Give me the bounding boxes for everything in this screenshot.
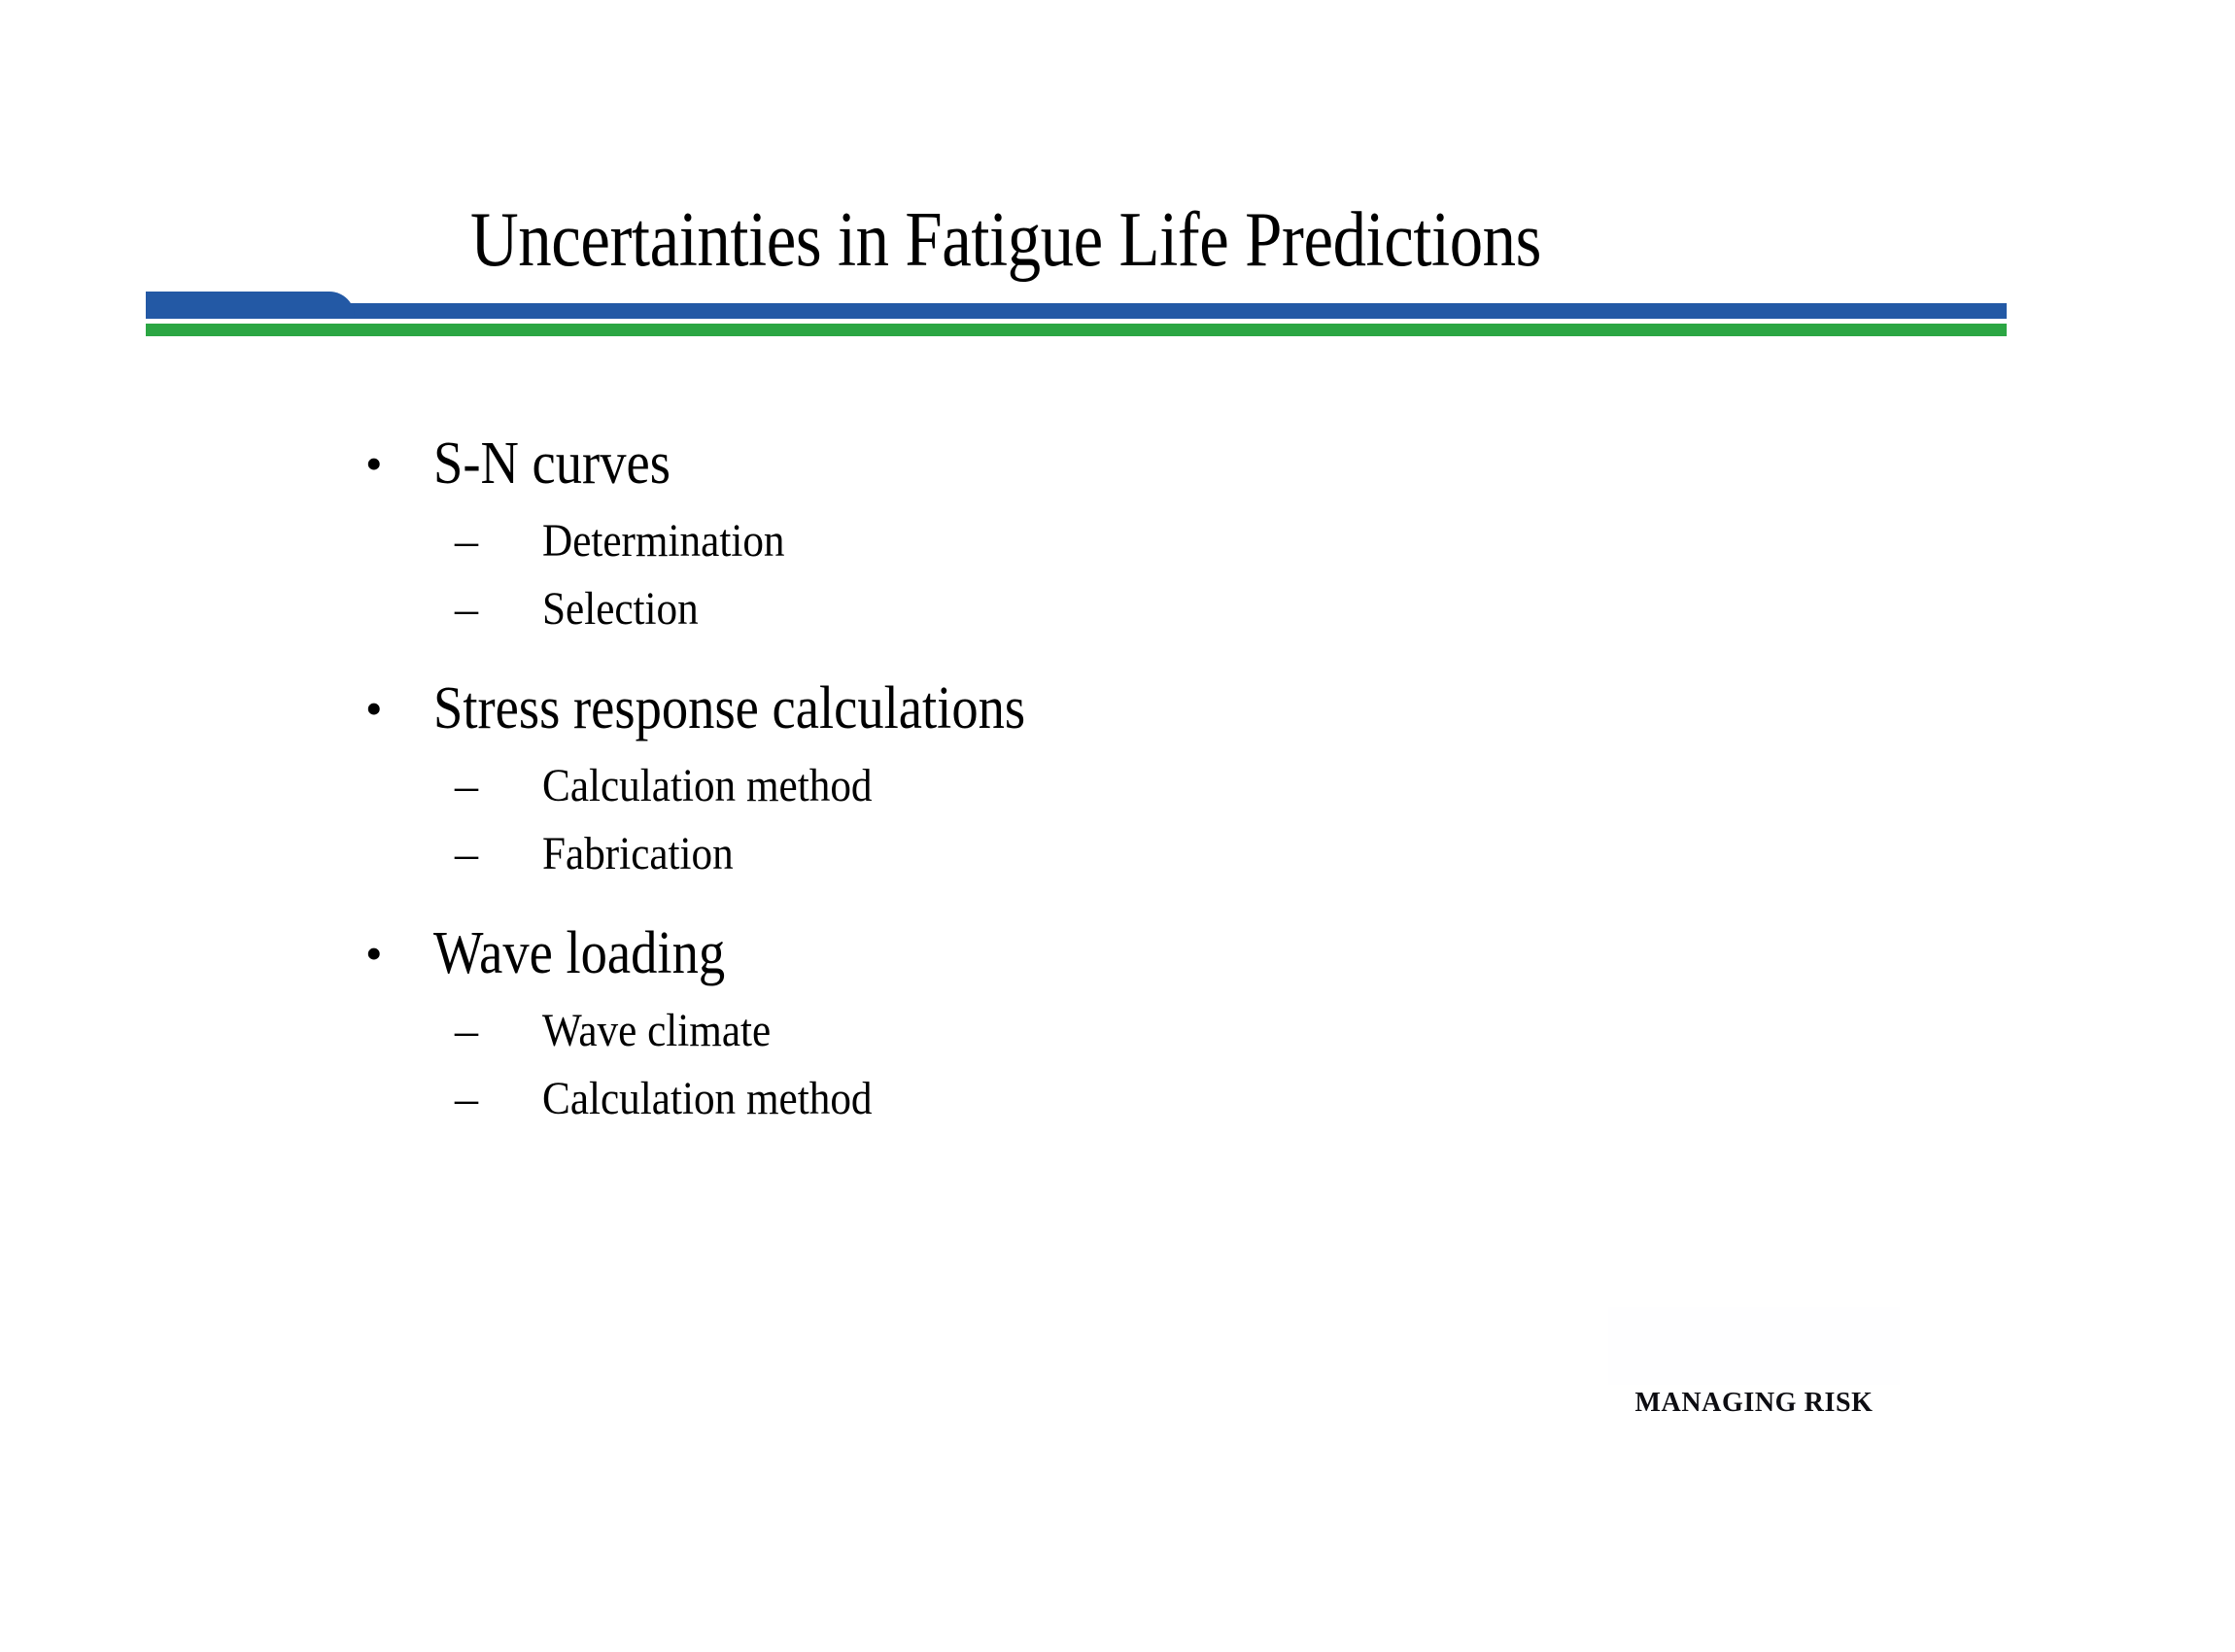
list-item-level1: • S-N curves bbox=[350, 428, 2050, 499]
list-item-label: Selection bbox=[542, 583, 699, 635]
group-spacer bbox=[350, 900, 2050, 917]
bullet-marker-icon: • bbox=[365, 926, 383, 981]
bullet-marker-icon: • bbox=[365, 681, 383, 736]
list-item-level2: – Wave climate bbox=[350, 999, 2050, 1063]
divider-green-rule bbox=[146, 324, 2007, 336]
dash-marker-icon: – bbox=[455, 1073, 478, 1124]
list-item-level2: – Fabrication bbox=[350, 822, 2050, 886]
bullet-group: • S-N curves – Determination – Selection bbox=[350, 428, 2050, 641]
list-item-level2: – Calculation method bbox=[350, 754, 2050, 818]
group-spacer bbox=[350, 655, 2050, 672]
list-item-level1: • Wave loading bbox=[350, 917, 2050, 989]
list-item-label: Fabrication bbox=[542, 828, 734, 879]
title-divider bbox=[146, 290, 2007, 338]
bullet-marker-icon: • bbox=[365, 436, 383, 491]
dash-marker-icon: – bbox=[455, 828, 478, 879]
bullet-list: • S-N curves – Determination – Selection… bbox=[350, 428, 2050, 1145]
bullet-group: • Wave loading – Wave climate – Calculat… bbox=[350, 917, 2050, 1131]
list-item-label: Wave loading bbox=[433, 920, 726, 986]
list-item-label: Calculation method bbox=[542, 760, 873, 811]
list-item-level2: – Determination bbox=[350, 509, 2050, 573]
dash-marker-icon: – bbox=[455, 760, 478, 811]
list-item-label: Determination bbox=[542, 515, 785, 567]
logo-mark-icon bbox=[1608, 1307, 1900, 1385]
dash-marker-icon: – bbox=[455, 515, 478, 567]
list-item-level2: – Calculation method bbox=[350, 1067, 2050, 1131]
list-item-label: Stress response calculations bbox=[433, 675, 1026, 741]
divider-blue-slab bbox=[146, 292, 355, 319]
page-title: Uncertainties in Fatigue Life Prediction… bbox=[470, 197, 1541, 283]
dash-marker-icon: – bbox=[455, 583, 478, 635]
footer-logo: MANAGING RISK bbox=[1608, 1307, 1929, 1443]
divider-blue-rule bbox=[146, 303, 2007, 319]
logo-tagline: MANAGING RISK bbox=[1634, 1388, 1874, 1418]
list-item-level2: – Selection bbox=[350, 577, 2050, 641]
list-item-label: Wave climate bbox=[542, 1005, 772, 1056]
dash-marker-icon: – bbox=[455, 1005, 478, 1056]
list-item-label: S-N curves bbox=[433, 430, 670, 497]
bullet-group: • Stress response calculations – Calcula… bbox=[350, 672, 2050, 886]
list-item-level1: • Stress response calculations bbox=[350, 672, 2050, 744]
list-item-label: Calculation method bbox=[542, 1073, 873, 1124]
title-block: Uncertainties in Fatigue Life Prediction… bbox=[0, 189, 2235, 296]
